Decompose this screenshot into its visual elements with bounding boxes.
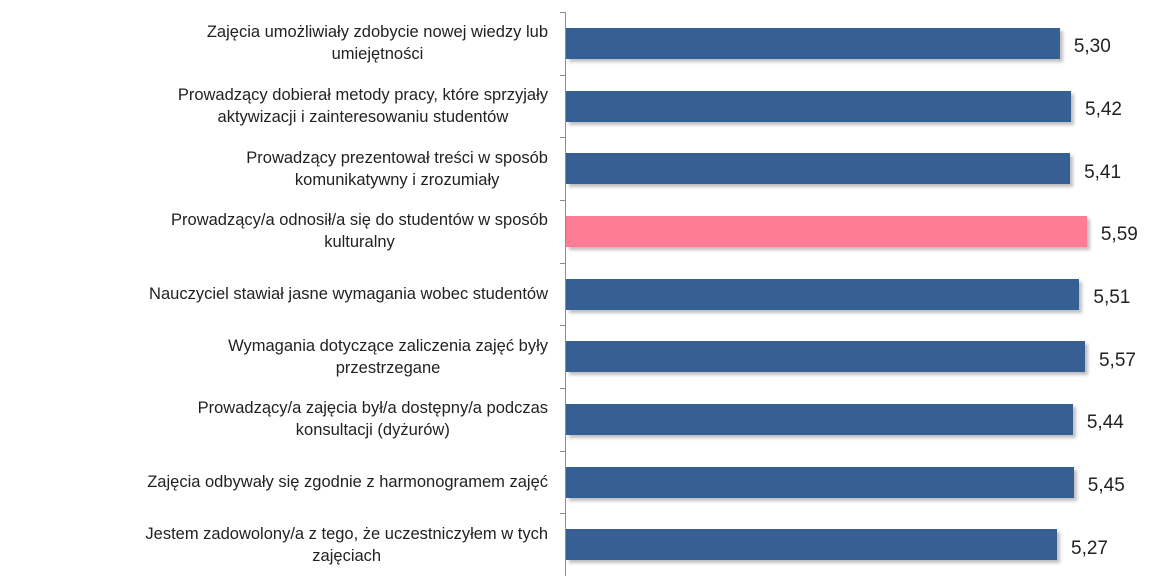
category-label: Prowadzący/a odnosił/a się do studentów …	[0, 209, 548, 253]
value-label: 5,27	[1071, 537, 1108, 559]
axis-tick	[560, 325, 566, 327]
value-label: 5,30	[1073, 36, 1111, 58]
category-label: Zajęcia odbywały się zgodnie z harmonogr…	[0, 471, 548, 493]
category-label: Prowadzący prezentował treści w sposób k…	[0, 147, 548, 191]
category-text: Zajęcia odbywały się zgodnie z harmonogr…	[147, 473, 548, 491]
category-label: Zajęcia umożliwiały zdobycie nowej wiedz…	[0, 21, 548, 65]
bar	[566, 215, 1087, 247]
category-label: Nauczyciel stawiał jasne wymagania wobec…	[0, 283, 548, 305]
axis-tick	[560, 137, 566, 139]
category-text: Nauczyciel stawiał jasne wymagania wobec…	[149, 285, 548, 303]
value-label: 5,42	[1085, 99, 1122, 120]
value-label: 5,41	[1084, 161, 1122, 183]
bar	[566, 27, 1060, 59]
value-label: 5,45	[1087, 475, 1125, 496]
category-text: Wymagania dotyczące zaliczenia zajęć był…	[228, 336, 548, 377]
category-text: Prowadzący/a odnosił/a się do studentów …	[171, 211, 548, 252]
value-label: 5,57	[1098, 349, 1136, 371]
axis-tick	[560, 388, 566, 389]
value-label: 5,51	[1093, 287, 1131, 308]
category-label: Jestem zadowolony/a z tego, że uczestnic…	[0, 523, 548, 567]
category-text: Zajęcia umożliwiały zdobycie nowej wiedz…	[206, 23, 548, 64]
axis-tick	[560, 12, 566, 13]
bar	[566, 153, 1071, 185]
category-label: Prowadzący dobierał metody pracy, które …	[0, 84, 548, 128]
category-text: Prowadzący dobierał metody pracy, które …	[177, 86, 548, 126]
value-label: 5,44	[1086, 412, 1124, 434]
axis-tick	[560, 450, 566, 452]
category-text: Prowadzący/a zajęcia był/a dostępny/a po…	[197, 399, 548, 440]
category-axis	[565, 12, 566, 576]
axis-tick	[560, 200, 566, 201]
axis-tick	[560, 262, 566, 264]
axis-tick	[560, 513, 566, 515]
bar	[566, 278, 1080, 310]
bar	[566, 90, 1071, 122]
category-label: Prowadzący/a zajęcia był/a dostępny/a po…	[0, 397, 548, 441]
bar	[566, 403, 1073, 435]
axis-tick	[560, 74, 566, 76]
value-label: 5,59	[1100, 224, 1138, 246]
bar	[566, 529, 1058, 561]
category-text: Jestem zadowolony/a z tego, że uczestnic…	[145, 524, 548, 565]
bar	[566, 466, 1074, 498]
bar	[566, 341, 1085, 373]
category-text: Prowadzący prezentował treści w sposób k…	[246, 148, 548, 189]
category-label: Wymagania dotyczące zaliczenia zajęć był…	[0, 335, 548, 379]
